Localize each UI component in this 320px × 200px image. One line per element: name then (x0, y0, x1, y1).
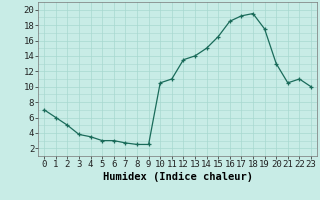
X-axis label: Humidex (Indice chaleur): Humidex (Indice chaleur) (103, 172, 252, 182)
